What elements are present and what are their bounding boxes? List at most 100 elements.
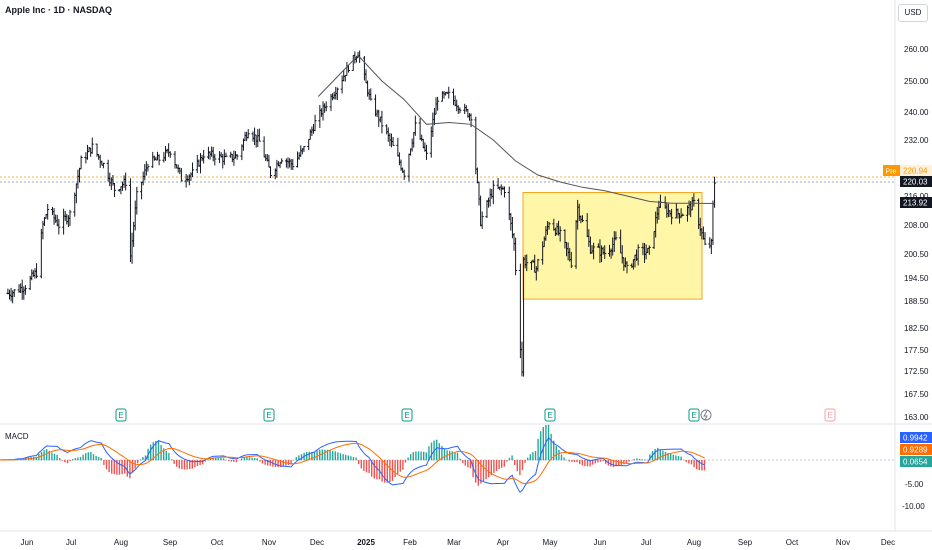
macd-histogram-bar: [225, 459, 227, 461]
macd-histogram-bar: [274, 460, 277, 468]
macd-histogram-bar: [235, 460, 238, 463]
earnings-marker[interactable]: E: [263, 408, 275, 422]
macd-histogram-bar: [321, 449, 323, 461]
macd-histogram-bar: [503, 460, 505, 467]
macd-histogram-bar: [313, 452, 316, 461]
macd-histogram-bar: [248, 457, 251, 461]
macd-histogram-bar: [170, 459, 173, 461]
macd-histogram-bar: [480, 460, 482, 484]
time-tick-label: Aug: [114, 538, 128, 547]
time-tick-label: Aug: [687, 538, 701, 547]
macd-histogram-bar: [194, 460, 196, 468]
macd-histogram-bar: [558, 450, 560, 461]
price-tick-label: 163.00: [904, 413, 929, 422]
macd-histogram-bar: [207, 459, 209, 461]
macd-histogram-bar: [259, 460, 261, 462]
signal-label: 0.9289: [903, 446, 928, 455]
macd-histogram-bar: [308, 451, 310, 461]
time-axis: Jun Jul Aug Sep Oct Nov Dec 2025 Feb Mar Apr May Jun…: [21, 538, 896, 547]
macd-histogram-bar: [329, 450, 331, 461]
price-tick-label: 240.00: [904, 108, 929, 117]
macd-histogram-bar: [605, 460, 607, 464]
macd-histogram-bar: [495, 460, 498, 471]
macd-histogram-bar: [571, 460, 573, 462]
signal-line: [0, 442, 705, 485]
macd-histogram-bar: [347, 455, 349, 461]
macd-histogram-bar: [332, 450, 334, 461]
macd-histogram-bar: [131, 460, 134, 473]
macd-histogram-bar: [464, 460, 466, 466]
chart-title: Apple Inc · 1D · NASDAQ: [5, 5, 113, 15]
earnings-marker[interactable]: E: [688, 408, 700, 422]
dividend-icon[interactable]: [700, 409, 712, 421]
macd-histogram-bar: [108, 460, 110, 473]
macd-histogram-bar: [324, 449, 326, 461]
macd-histogram-bar: [129, 460, 131, 479]
macd-histogram-bar: [116, 460, 118, 475]
macd-histogram-bar: [508, 457, 511, 461]
macd-histogram-bar: [277, 460, 279, 468]
earnings-marker[interactable]: E: [115, 408, 127, 422]
macd-histogram-bar: [441, 446, 443, 461]
time-tick-label: Jun: [21, 538, 34, 547]
macd-histogram-bar: [454, 451, 456, 461]
currency-button[interactable]: USD: [898, 4, 928, 22]
macd-histogram-bar: [368, 460, 370, 473]
time-tick-label: 2025: [357, 538, 375, 547]
ohlc-bars: [6, 50, 717, 377]
time-tick-label: Dec: [310, 538, 324, 547]
macd-histogram-bar: [402, 460, 404, 470]
macd-histogram-bar: [560, 454, 563, 461]
macd-histogram-bar: [90, 451, 92, 461]
macd-histogram-bar: [98, 457, 100, 461]
macd-histogram-bar: [625, 460, 628, 464]
macd-histogram-bar: [527, 457, 529, 461]
macd-histogram-bar: [542, 426, 544, 461]
macd-histogram-bar: [202, 460, 204, 465]
macd-histogram-bar: [701, 460, 703, 471]
macd-histogram-bar: [436, 439, 438, 461]
macd-histogram-bar: [358, 460, 360, 465]
time-tick-label: Apr: [497, 538, 510, 547]
earnings-marker[interactable]: E: [824, 408, 836, 422]
macd-histogram-bar: [553, 440, 555, 461]
macd-histogram-bar: [685, 460, 687, 463]
macd-tick-neg5: -5.00: [905, 480, 924, 489]
macd-histogram-bar: [264, 460, 266, 465]
macd-histogram-bar: [594, 460, 596, 464]
time-tick-label: Nov: [836, 538, 850, 547]
svg-text:E: E: [691, 411, 696, 420]
macd-histogram-bar: [664, 451, 667, 461]
macd-histogram-bar: [415, 451, 417, 461]
macd-histogram-bar: [254, 458, 256, 461]
time-tick-label: Mar: [447, 538, 461, 547]
svg-text:E: E: [547, 411, 552, 420]
macd-histogram-bar: [269, 460, 271, 466]
macd-histogram-bar: [251, 457, 253, 461]
hist-label: 0.0654: [903, 458, 928, 467]
price-tick-label: 232.00: [904, 136, 929, 145]
macd-label: 0.9942: [903, 434, 928, 443]
macd-histogram-bar: [573, 460, 576, 463]
macd-histogram-bar: [74, 458, 76, 461]
macd-histogram-bar: [529, 454, 531, 461]
macd-histogram-bar: [69, 460, 71, 462]
macd-histogram-bar: [222, 458, 225, 461]
macd-histogram-bar: [316, 450, 318, 461]
macd-histogram-bar: [636, 458, 638, 461]
macd-histogram-bar: [183, 460, 186, 470]
macd-histogram-bar: [407, 457, 409, 461]
price-tick-label: 188.50: [904, 297, 929, 306]
macd-histogram-bar: [488, 460, 490, 478]
macd-histogram-bar: [246, 456, 248, 461]
macd-histogram-bar: [111, 460, 113, 474]
earnings-marker[interactable]: E: [544, 408, 556, 422]
macd-histogram-bar: [212, 457, 214, 461]
macd-histogram-bar: [462, 460, 464, 464]
time-tick-label: Jun: [594, 538, 607, 547]
earnings-marker[interactable]: E: [401, 408, 413, 422]
macd-histogram-bar: [615, 460, 617, 467]
macd-histogram-bar: [287, 460, 290, 465]
